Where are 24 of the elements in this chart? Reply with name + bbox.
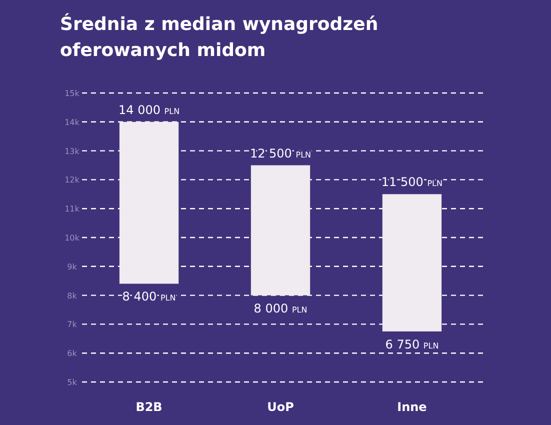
y-tick-label: 7k: [67, 320, 78, 330]
bar: [382, 194, 442, 332]
x-tick-label: Inne: [397, 400, 427, 414]
y-tick-label: 11k: [64, 204, 80, 214]
annotation: 6 750 PLN: [385, 337, 439, 352]
y-tick-label: 10k: [64, 234, 80, 242]
y-tick-label: 8k: [67, 291, 78, 300]
y-tick-label: 14k: [64, 118, 80, 127]
y-tick-label: 6k: [67, 349, 78, 358]
x-tick-label: B2B: [136, 400, 162, 414]
y-tick-label: 13k: [64, 146, 80, 156]
chart-title: Średnia z median wynagrodzeń oferowanych midom: [60, 13, 378, 61]
y-tick-label: 15k: [64, 89, 80, 98]
annotation: 8 000 PLN: [254, 301, 308, 316]
annotation: 11 500 PLN: [381, 175, 443, 190]
y-tick-label: 5k: [67, 378, 78, 387]
annotation: 14 000 PLN: [118, 102, 180, 117]
y-tick-label: 9k: [67, 262, 78, 272]
annotation: 12 500 PLN: [250, 146, 312, 160]
bar: [119, 122, 179, 284]
bar: [250, 165, 310, 296]
annotation: 8 400 PLN: [122, 290, 176, 304]
x-tick-label: UoP: [267, 400, 294, 414]
y-tick-label: 12k: [64, 176, 80, 185]
